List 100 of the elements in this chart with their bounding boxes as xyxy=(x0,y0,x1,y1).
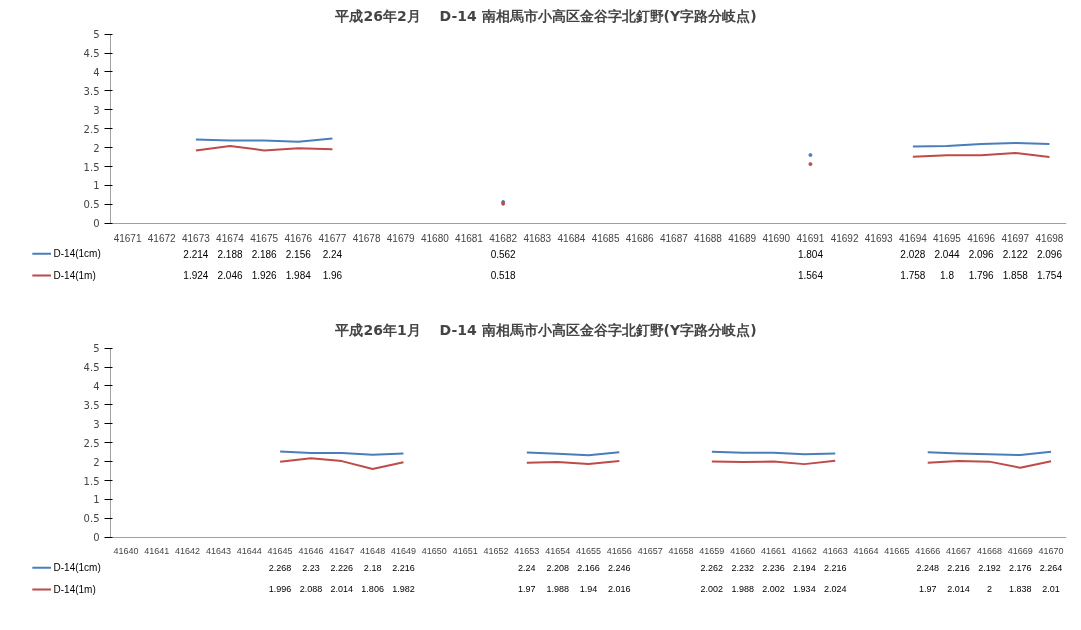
data-label: 2.156 xyxy=(285,248,312,260)
y-tick-label: 1 xyxy=(93,180,100,192)
y-tick-label: 1.5 xyxy=(83,161,100,173)
x-tick-label: 41648 xyxy=(360,546,386,557)
y-tick-label: 2 xyxy=(93,142,100,154)
x-tick-label: 41687 xyxy=(659,233,689,245)
x-tick-label: 41642 xyxy=(175,546,201,557)
y-tick-label: 2 xyxy=(93,456,100,468)
x-tick-label: 41672 xyxy=(147,233,177,245)
x-tick-label: 41650 xyxy=(421,546,447,557)
point xyxy=(808,162,813,167)
data-label: 2.028 xyxy=(900,248,926,260)
data-label: 2.226 xyxy=(330,562,354,573)
data-label: 1.984 xyxy=(285,270,312,282)
x-tick-label: 41693 xyxy=(864,233,894,245)
data-label: 2.264 xyxy=(1039,562,1063,573)
x-tick-label: 41653 xyxy=(514,546,540,557)
x-tick-label: 41694 xyxy=(898,233,928,245)
x-tick-label: 41685 xyxy=(591,233,620,245)
x-tick-label: 41683 xyxy=(523,233,552,245)
data-label: 2.232 xyxy=(731,562,754,573)
data-label: 1.758 xyxy=(900,270,926,282)
y-tick-label: 5 xyxy=(93,343,100,355)
x-tick-label: 41660 xyxy=(730,546,756,557)
data-label: 0.518 xyxy=(490,270,517,282)
data-label: 2.214 xyxy=(183,248,209,260)
y-tick-label: 5 xyxy=(93,29,100,41)
data-label: 2.216 xyxy=(392,562,415,573)
y-tick-label: 0 xyxy=(93,218,100,230)
x-tick-label: 41658 xyxy=(668,546,694,557)
x-tick-label: 41662 xyxy=(791,546,817,557)
x-tick-label: 41663 xyxy=(822,546,848,557)
legend-label: D-14(1cm) xyxy=(53,248,101,260)
data-label: 2.096 xyxy=(1036,248,1063,260)
legend-label: D-14(1cm) xyxy=(53,562,101,574)
x-tick-label: 41669 xyxy=(1007,546,1033,557)
data-label: 1.754 xyxy=(1036,270,1063,282)
x-tick-label: 41645 xyxy=(267,546,293,557)
data-label: 2.044 xyxy=(934,248,960,260)
y-tick-label: 0.5 xyxy=(83,199,100,211)
x-tick-label: 41684 xyxy=(557,233,586,245)
x-tick-label: 41640 xyxy=(113,546,139,557)
data-label: 2.014 xyxy=(330,584,354,595)
data-label: 2.248 xyxy=(916,562,939,573)
x-tick-label: 41679 xyxy=(386,233,416,245)
data-label: 2.236 xyxy=(762,562,785,573)
x-tick-label: 41688 xyxy=(694,233,723,245)
data-label: 1.94 xyxy=(579,584,598,595)
y-tick-label: 3 xyxy=(93,104,100,116)
x-tick-label: 41681 xyxy=(455,233,484,245)
data-label: 2.024 xyxy=(823,584,847,595)
data-label: 2.192 xyxy=(978,562,1001,573)
data-label: 2.194 xyxy=(793,562,816,573)
x-tick-label: 41641 xyxy=(144,546,170,557)
x-tick-label: 41659 xyxy=(699,546,725,557)
y-tick-label: 4.5 xyxy=(83,48,100,60)
data-label: 2.014 xyxy=(947,584,970,595)
x-tick-label: 41692 xyxy=(830,233,859,245)
x-tick-label: 41665 xyxy=(884,546,910,557)
data-label: 2.122 xyxy=(1002,248,1029,260)
data-label: 0.562 xyxy=(490,248,517,260)
data-label: 2.186 xyxy=(251,248,278,260)
data-label: 1.796 xyxy=(968,270,995,282)
y-tick-label: 4.5 xyxy=(83,362,100,374)
x-tick-label: 41698 xyxy=(1035,233,1064,245)
x-tick-label: 41677 xyxy=(318,233,347,245)
x-tick-label: 41644 xyxy=(236,546,262,557)
x-tick-label: 41697 xyxy=(1001,233,1030,245)
data-label: 1.924 xyxy=(183,270,209,282)
legend-label: D-14(1m) xyxy=(53,583,96,595)
chart-title: 平成26年2月 D-14 南相馬市小高区金谷字北釘野(Y字路分岐点) xyxy=(334,7,757,24)
data-label: 2.24 xyxy=(322,248,343,260)
data-label: 2.24 xyxy=(518,562,536,573)
x-tick-label: 41690 xyxy=(762,233,791,245)
x-tick-label: 41671 xyxy=(113,233,142,245)
data-label: 2.246 xyxy=(608,562,631,573)
y-tick-label: 0 xyxy=(93,532,100,544)
data-label: 1.982 xyxy=(392,584,415,595)
x-tick-label: 41661 xyxy=(761,546,787,557)
y-tick-label: 2.5 xyxy=(83,123,100,135)
data-label: 2.002 xyxy=(762,584,785,595)
data-label: 1.804 xyxy=(797,248,824,260)
x-tick-label: 41696 xyxy=(967,233,996,245)
data-label: 1.96 xyxy=(322,270,343,282)
x-tick-label: 41680 xyxy=(420,233,450,245)
x-tick-label: 41667 xyxy=(946,546,972,557)
x-tick-label: 41668 xyxy=(976,546,1002,557)
x-tick-label: 41673 xyxy=(181,233,211,245)
x-tick-label: 41682 xyxy=(489,233,518,245)
point xyxy=(808,153,813,158)
x-tick-label: 41654 xyxy=(545,546,571,557)
data-label: 2.262 xyxy=(700,562,724,573)
y-tick-label: 3.5 xyxy=(83,399,100,411)
data-label: 2.216 xyxy=(823,562,847,573)
x-tick-label: 41675 xyxy=(250,233,279,245)
y-tick-label: 3 xyxy=(93,418,100,430)
legend-label: D-14(1m) xyxy=(53,269,96,281)
data-label: 1.996 xyxy=(268,584,292,595)
x-tick-label: 41652 xyxy=(483,546,509,557)
x-tick-label: 41643 xyxy=(205,546,231,557)
